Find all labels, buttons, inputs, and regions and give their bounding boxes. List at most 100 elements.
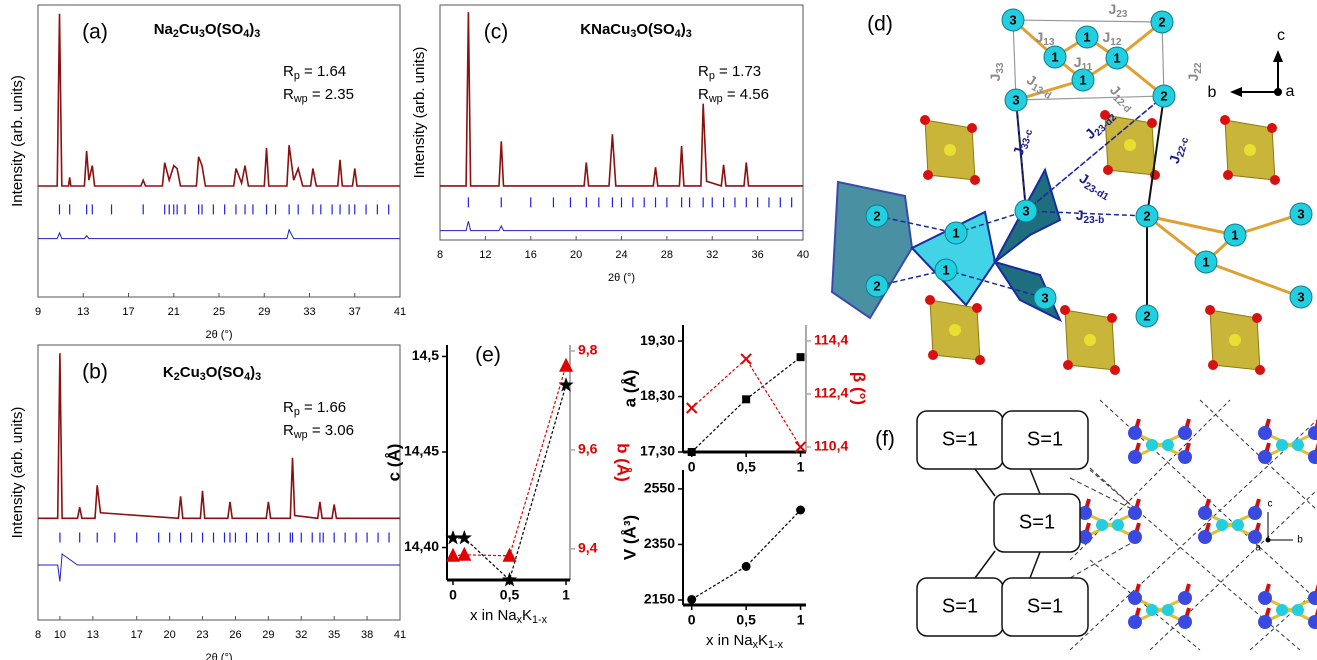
x-tick-label: 40 [797, 249, 809, 261]
atom-label: 2 [1158, 14, 1165, 29]
x-tick-label: 37 [349, 306, 361, 318]
y2-tick-label: 9,6 [578, 441, 598, 457]
cu-atom [1276, 439, 1288, 451]
oxygen-atom [1267, 123, 1277, 133]
y2-axis-label: β (°) [850, 372, 869, 405]
oxygen-atom [1205, 305, 1215, 315]
x-tick-label: 16 [525, 249, 537, 261]
x-tick-label: 20 [164, 629, 176, 641]
axis-name: b [1297, 535, 1303, 546]
y-tick-label: 14,40 [404, 538, 439, 554]
atom-label: 2 [1143, 208, 1150, 223]
y-axis-label: Intensity (arb. units) [9, 407, 26, 539]
axis-dot [1266, 538, 1271, 543]
y2-tick-label: 110,4 [814, 438, 848, 454]
atom-label: 3 [1297, 206, 1304, 221]
y-tick-label: 17,30 [640, 443, 675, 459]
fit-annotation: Rwp = 2.35 [283, 86, 354, 105]
oxygen-atom [1255, 365, 1265, 375]
y-axis-label: Intensity (arb. units) [411, 47, 428, 179]
oxygen-atom [972, 303, 982, 313]
square-marker [688, 448, 696, 456]
spin-label: S=1 [1027, 595, 1063, 617]
oxygen-atom [928, 350, 938, 360]
y2-tick-label: 9,8 [578, 342, 598, 358]
oxygen-atom [1208, 360, 1218, 370]
y-tick-label: 2150 [644, 591, 675, 607]
cu-atom [1128, 615, 1142, 629]
cu-atom [1162, 439, 1174, 451]
cu-atom [1178, 615, 1192, 629]
x-tick-label: 9 [35, 306, 41, 318]
x-tick-label: 32 [295, 629, 307, 641]
oxygen-atom [1107, 313, 1117, 323]
circle-marker [796, 506, 805, 515]
x-axis-label: 2θ (°) [205, 652, 232, 660]
y-tick-label: 2550 [644, 480, 675, 496]
square-marker [742, 395, 750, 403]
x-tick-label: 0 [449, 587, 457, 603]
cu-atom [1198, 506, 1212, 520]
atom-label: 1 [1202, 254, 1209, 269]
oxygen-atom [970, 175, 980, 185]
cu-atom [1178, 591, 1192, 605]
x-tick-label: 1 [797, 612, 805, 628]
x-tick-label: 29 [262, 629, 274, 641]
x-tick-label: 29 [258, 306, 270, 318]
panel-label: (d) [867, 13, 893, 36]
x-tick-label: 32 [706, 249, 718, 261]
y2-tick-label: 112,4 [814, 385, 848, 401]
x-tick-label: 17 [131, 629, 143, 641]
cu-atom [1276, 604, 1288, 616]
axis-dot [1274, 88, 1282, 96]
oxygen-atom [925, 295, 935, 305]
y-axis-label: V (Å³) [620, 515, 639, 560]
x-tick-label: 23 [196, 629, 208, 641]
spin-label: S=1 [942, 428, 978, 450]
fit-annotation: Rwp = 4.56 [698, 86, 769, 105]
oxygen-atom [920, 115, 930, 125]
oxygen-atom [1063, 360, 1073, 370]
oxygen-atom [923, 170, 933, 180]
cu-atom [1178, 450, 1192, 464]
x-tick-label: 35 [328, 629, 340, 641]
atom-label: 1 [942, 262, 949, 277]
oxygen-atom [1220, 115, 1230, 125]
square-marker [797, 353, 805, 361]
cu-atom [1128, 506, 1142, 520]
cu-atom [1162, 604, 1174, 616]
oxygen-atom [1252, 313, 1262, 323]
y-axis-label: a (Å) [620, 370, 639, 408]
atom-label: 2 [1160, 88, 1167, 103]
x-tick-label: 8 [35, 629, 41, 641]
atom-label: 3 [1297, 289, 1304, 304]
cu-atom [1128, 426, 1142, 440]
cu-atom [1292, 439, 1304, 451]
cu-atom [1258, 591, 1272, 605]
axis-name: c [1268, 499, 1273, 510]
cu-atom [1178, 426, 1192, 440]
cu-atom [1128, 530, 1142, 544]
sulfur-atom [1229, 334, 1241, 346]
atom-label: 1 [1079, 72, 1086, 87]
sulfur-atom [944, 144, 956, 156]
panel-label: (e) [475, 344, 501, 367]
panel-label: (f) [875, 428, 895, 451]
cu-atom [1258, 615, 1272, 629]
y-tick-label: 14,45 [404, 443, 439, 459]
x-tick-label: 13 [77, 306, 89, 318]
y-axis-label: c (Å) [384, 444, 403, 482]
x-tick-label: 38 [361, 629, 373, 641]
axis-name: b [1208, 84, 1217, 101]
oxygen-atom [1147, 118, 1157, 128]
y-tick-label: 2350 [644, 535, 675, 551]
x-tick-label: 17 [122, 306, 134, 318]
cu-atom [1258, 450, 1272, 464]
x-tick-label: 0 [688, 612, 696, 628]
cu-atom [1198, 530, 1212, 544]
figure: 91317212529333741Intensity (arb. units)2… [0, 0, 1317, 660]
cu-atom [1096, 519, 1108, 531]
cu-atom [1232, 519, 1244, 531]
x-tick-label: 10 [54, 629, 66, 641]
sulfur-atom [1124, 139, 1136, 151]
